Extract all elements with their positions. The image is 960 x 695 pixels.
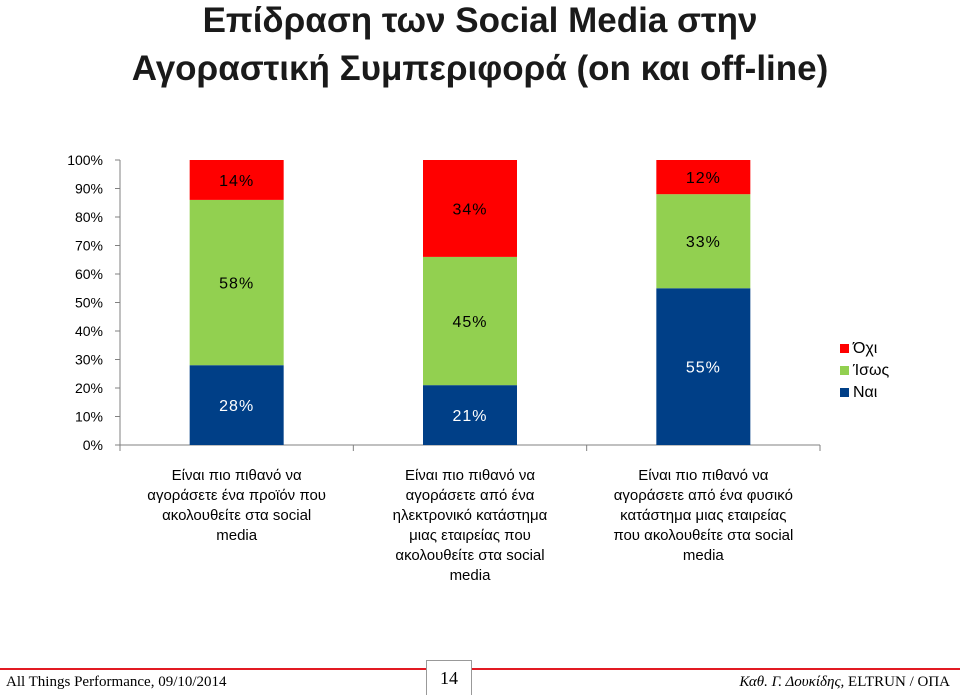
x-category-label: αγοράσετε ένα προϊόν που: [147, 487, 326, 504]
x-category-label: αγοράσετε από ένα: [406, 487, 535, 504]
x-category-label: κατάστημα μιας εταιρείας: [620, 507, 786, 524]
footer-divider: [0, 668, 960, 670]
x-category-label: ακολουθείτε στα social: [162, 507, 311, 524]
bar-segment: [423, 256, 517, 386]
y-tick-label: 60%: [75, 266, 103, 282]
legend-label: Ίσως: [852, 362, 890, 379]
y-tick-label: 40%: [75, 323, 103, 339]
y-tick-label: 10%: [75, 409, 103, 425]
x-category-label: media: [683, 547, 725, 564]
x-category-label: ακολουθείτε στα social: [395, 547, 544, 564]
y-tick-label: 100%: [67, 152, 103, 168]
y-tick-label: 80%: [75, 209, 103, 225]
x-category-label: που ακολουθείτε στα social: [613, 527, 793, 544]
data-label: 45%: [452, 314, 487, 331]
x-category-label: media: [216, 527, 258, 544]
bar-segment: [656, 288, 751, 445]
y-tick-label: 70%: [75, 238, 103, 254]
bar-segment: [189, 199, 284, 366]
data-label: 55%: [686, 360, 721, 377]
data-label: 33%: [686, 234, 721, 251]
y-tick-label: 20%: [75, 380, 103, 396]
y-tick-label: 30%: [75, 352, 103, 368]
data-label: 14%: [219, 173, 254, 190]
x-category-label: Είναι πιο πιθανό να: [405, 467, 535, 484]
data-label: 34%: [452, 201, 487, 218]
legend-swatch: [840, 366, 849, 375]
legend-swatch: [840, 388, 849, 397]
x-category-label: Είναι πιο πιθανό να: [172, 467, 302, 484]
x-category-label: Είναι πιο πιθανό να: [638, 467, 768, 484]
y-tick-label: 0%: [83, 437, 103, 453]
data-label: 21%: [452, 408, 487, 425]
bar-segment: [189, 160, 284, 200]
footer-author: Καθ. Γ. Δουκίδης, ELTRUN / ΟΠΑ: [739, 674, 950, 691]
footer-author-name: Καθ. Γ. Δουκίδης,: [739, 674, 845, 690]
y-tick-label: 50%: [75, 295, 103, 311]
bar-segment: [189, 365, 284, 445]
stacked-bar-chart: 0% 10% 20% 30% 40% 50% 60% 70% 80% 90% 100% 28% 58% 1…: [67, 152, 890, 584]
legend-label: Όχι: [852, 340, 878, 357]
bar-segment: [423, 160, 517, 257]
data-label: 12%: [686, 170, 721, 187]
footer-event-date: All Things Performance, 09/10/2014: [6, 674, 227, 690]
bar-segment: [656, 160, 751, 195]
footer-organization: ELTRUN / ΟΠΑ: [844, 674, 950, 690]
y-tick-label: 90%: [75, 181, 103, 197]
data-label: 28%: [219, 398, 254, 415]
bar-segment: [656, 194, 751, 289]
legend-label: Ναι: [853, 384, 878, 401]
chart-title-line-2: Αγοραστική Συμπεριφορά (on και off-line): [131, 49, 829, 88]
x-category-label: ηλεκτρονικό κατάστημα: [393, 507, 548, 524]
page-number: 14: [426, 660, 472, 695]
x-category-label: αγοράσετε από ένα φυσικό: [614, 487, 793, 504]
legend-swatch: [840, 344, 849, 353]
chart-title-line-1: Επίδραση των Social Media στην: [202, 1, 758, 40]
bar-segment: [423, 385, 517, 445]
data-label: 58%: [219, 276, 254, 293]
x-category-label: μιας εταιρείας που: [409, 527, 531, 544]
x-category-label: media: [450, 567, 492, 584]
